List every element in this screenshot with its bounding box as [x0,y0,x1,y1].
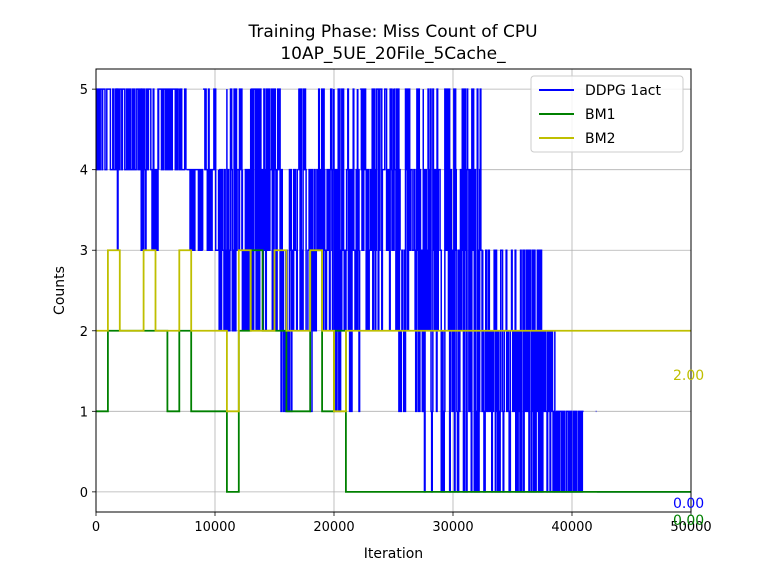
legend-label-2: BM2 [585,131,616,147]
legend: DDPG 1act BM1 BM2 [530,75,684,153]
end-label-bm2: 2.00 [673,368,704,384]
ddpg-segment-21 [541,330,556,493]
end-label-ddpg-1act: 0.00 [673,496,704,512]
ddpg-segment-3 [159,88,179,171]
y-tick-label-3: 3 [80,244,88,259]
x-axis-label: Iteration [364,546,423,562]
end-label-bm1: 0.00 [673,513,704,529]
series-bm2 [96,249,691,413]
x-tick-label-3: 30000 [432,520,473,535]
y-tick-label-5: 5 [80,83,88,98]
ddpg-segment-5 [186,168,204,251]
ddpg-segment-10 [249,88,281,332]
ddpg-segment-6 [203,88,219,251]
x-tick-label-1: 10000 [194,520,235,535]
y-tick-label-0: 0 [80,486,88,501]
x-tick-label-0: 0 [92,520,100,535]
ddpg-segment-2 [140,88,160,251]
plot-frame [95,68,692,513]
ddpg-segment-18 [398,168,401,332]
y-tick-label-1: 1 [80,405,88,420]
legend-label-1: BM1 [585,107,616,123]
ddpg-segment-4 [178,88,187,171]
ddpg-segment-0 [95,88,142,171]
x-tick-label-4: 40000 [551,520,592,535]
end-value-labels: 0.000.00 2.00 [673,368,704,529]
y-axis-label: Counts [52,266,68,315]
ticks: 0 10000 20000 30000 40000 50000 0 1 2 3 4 5 [80,83,712,535]
chart-title-line1: Training Phase: Miss Count of CPU [247,22,537,42]
y-tick-label-2: 2 [80,325,88,340]
ddpg-segment-19 [422,88,484,493]
series-layer [95,88,691,493]
chart-title-line2: 10AP_5UE_20File_5Cache_ [280,44,506,64]
ddpg-segment-15 [357,89,361,413]
ddpg-segment-22 [554,410,584,493]
x-tick-label-2: 20000 [313,520,354,535]
y-tick-label-4: 4 [80,164,88,179]
ddpg-segment-8 [226,88,243,332]
ddpg-segment-1 [116,88,119,251]
x-tick-label-5: 50000 [670,520,711,535]
legend-box [530,75,684,153]
legend-label-0: DDPG 1act [585,83,661,99]
bm2-line [96,249,691,413]
